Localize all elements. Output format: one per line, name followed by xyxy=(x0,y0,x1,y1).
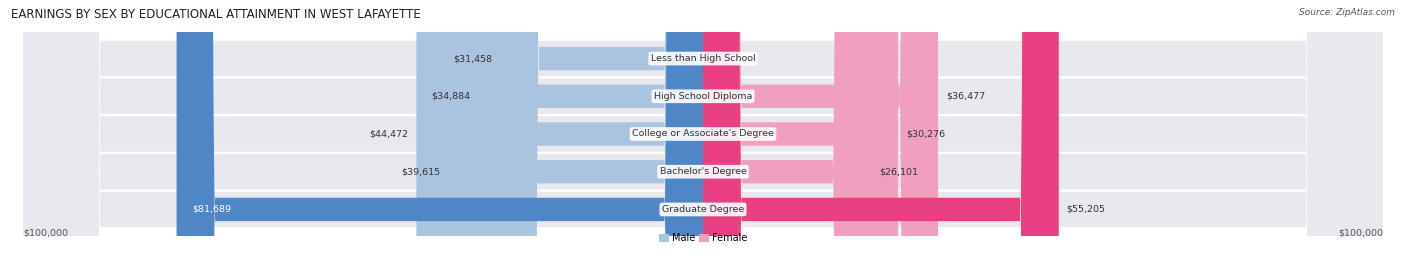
Text: High School Diploma: High School Diploma xyxy=(654,92,752,101)
FancyBboxPatch shape xyxy=(703,0,872,268)
FancyBboxPatch shape xyxy=(478,0,703,268)
FancyBboxPatch shape xyxy=(22,0,1384,268)
FancyBboxPatch shape xyxy=(703,0,898,268)
Text: $100,000: $100,000 xyxy=(22,228,67,237)
Text: Graduate Degree: Graduate Degree xyxy=(662,205,744,214)
FancyBboxPatch shape xyxy=(416,0,703,268)
FancyBboxPatch shape xyxy=(22,0,1384,268)
Text: $39,615: $39,615 xyxy=(401,167,440,176)
Text: $34,884: $34,884 xyxy=(432,92,471,101)
FancyBboxPatch shape xyxy=(22,0,1384,268)
FancyBboxPatch shape xyxy=(447,0,703,268)
Legend: Male, Female: Male, Female xyxy=(655,229,751,247)
Text: $36,477: $36,477 xyxy=(946,92,986,101)
FancyBboxPatch shape xyxy=(22,0,1384,268)
Text: $100,000: $100,000 xyxy=(1339,228,1384,237)
FancyBboxPatch shape xyxy=(703,0,938,268)
Text: $30,276: $30,276 xyxy=(905,129,945,139)
FancyBboxPatch shape xyxy=(22,0,1384,268)
FancyBboxPatch shape xyxy=(501,0,703,268)
FancyBboxPatch shape xyxy=(703,0,1059,268)
Text: Bachelor's Degree: Bachelor's Degree xyxy=(659,167,747,176)
Text: $0: $0 xyxy=(710,54,723,63)
Text: $44,472: $44,472 xyxy=(370,129,409,139)
Text: $55,205: $55,205 xyxy=(1067,205,1105,214)
Text: $26,101: $26,101 xyxy=(879,167,918,176)
Text: Less than High School: Less than High School xyxy=(651,54,755,63)
Text: $31,458: $31,458 xyxy=(453,54,492,63)
Text: $81,689: $81,689 xyxy=(193,205,232,214)
Text: College or Associate's Degree: College or Associate's Degree xyxy=(633,129,773,139)
FancyBboxPatch shape xyxy=(177,0,703,268)
Text: EARNINGS BY SEX BY EDUCATIONAL ATTAINMENT IN WEST LAFAYETTE: EARNINGS BY SEX BY EDUCATIONAL ATTAINMEN… xyxy=(11,8,420,21)
Text: Source: ZipAtlas.com: Source: ZipAtlas.com xyxy=(1299,8,1395,17)
